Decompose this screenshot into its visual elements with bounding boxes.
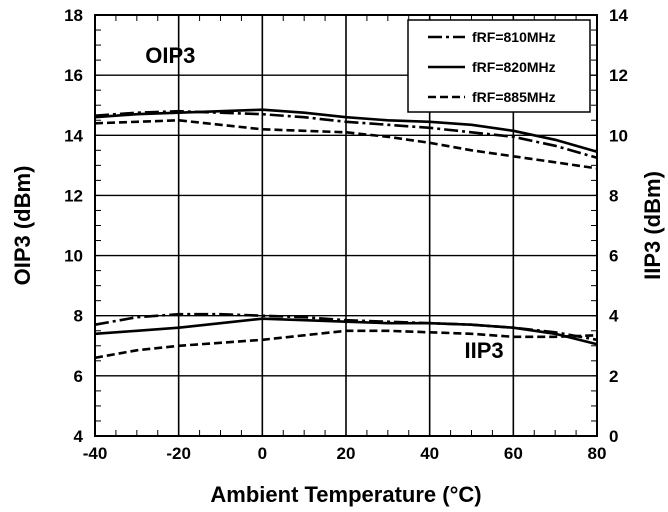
- annotation-iip3: IIP3: [464, 338, 503, 363]
- series-oip3-solid: [94, 108, 598, 154]
- y-tick-label: 10: [64, 247, 83, 266]
- series-oip3-dashdot: [94, 109, 598, 160]
- y2-tick-label: 8: [609, 186, 618, 205]
- annotation-oip3: OIP3: [145, 43, 195, 68]
- y2-tick-label: 4: [609, 307, 619, 326]
- y-tick-label: 8: [74, 307, 83, 326]
- y2-axis-title: IIP3 (dBm): [640, 171, 665, 280]
- x-tick-label: 80: [588, 444, 607, 463]
- series-iip3-solid: [94, 317, 598, 346]
- y-axis-title: OIP3 (dBm): [10, 166, 35, 286]
- x-tick-label: 0: [258, 444, 267, 463]
- y2-tick-label: 0: [609, 427, 618, 446]
- series-layer: [94, 108, 598, 360]
- legend-label-820: fRF=820MHz: [472, 59, 556, 75]
- x-tick-label: -40: [83, 444, 108, 463]
- x-tick-label: 60: [504, 444, 523, 463]
- grid: [95, 15, 597, 436]
- y-tick-label: 14: [64, 126, 83, 145]
- x-tick-label: -20: [166, 444, 191, 463]
- legend: fRF=810MHz fRF=820MHz fRF=885MHz: [407, 19, 591, 113]
- y-tick-label: 4: [74, 427, 84, 446]
- y2-tick-label: 10: [609, 126, 628, 145]
- y2-tick-label: 12: [609, 66, 628, 85]
- y2-tick-label: 14: [609, 6, 628, 25]
- y2-tick-label: 6: [609, 247, 618, 266]
- y2-tick-label: 2: [609, 367, 618, 386]
- y-tick-label: 6: [74, 367, 83, 386]
- tick-labels: -40 -20 0 20 40 60 80 4 6 8 10 12 14 16 18 0 2 4 6 8 10 12 14: [64, 6, 628, 463]
- series-iip3-dashed: [94, 329, 598, 360]
- x-axis-title: Ambient Temperature (°C): [210, 482, 481, 507]
- legend-label-810: fRF=810MHz: [472, 29, 556, 45]
- x-tick-label: 20: [337, 444, 356, 463]
- legend-label-885: fRF=885MHz: [472, 89, 556, 105]
- series-oip3-dashed: [94, 119, 598, 170]
- y-tick-label: 18: [64, 6, 83, 25]
- x-tick-label: 40: [420, 444, 439, 463]
- y-tick-label: 12: [64, 186, 83, 205]
- y-tick-label: 16: [64, 66, 83, 85]
